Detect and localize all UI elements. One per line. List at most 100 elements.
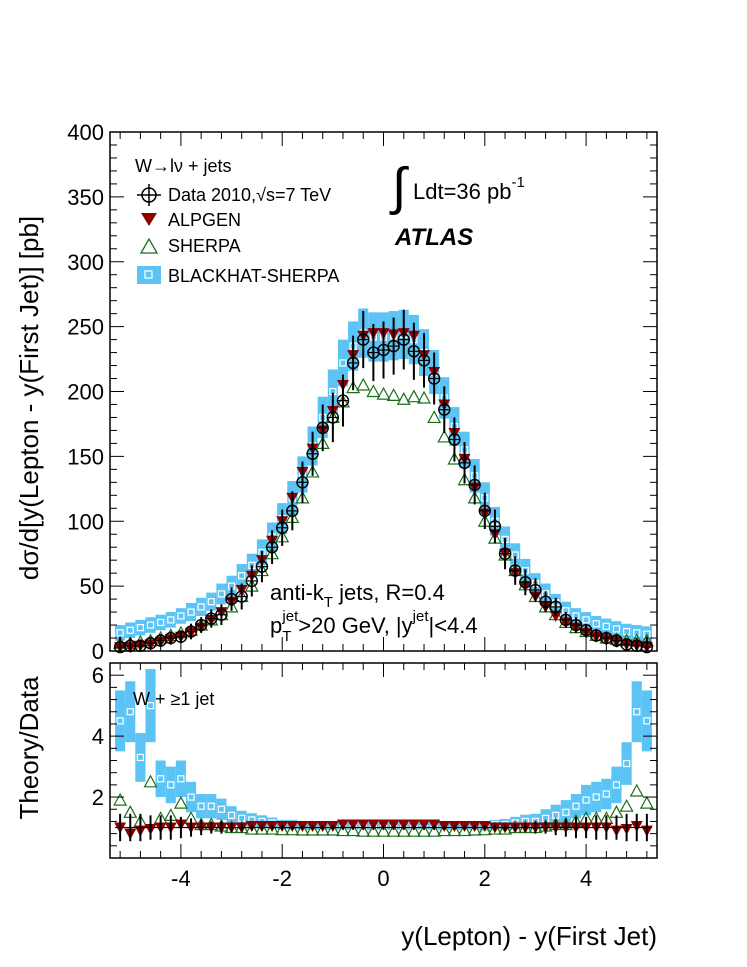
ratio-blackhat-band <box>196 794 207 819</box>
main-blackhat-point <box>136 624 144 632</box>
ratio-sherpa-point <box>335 823 350 837</box>
ratio-sherpa-point <box>113 792 128 806</box>
ratio-blackhat-band <box>621 742 632 785</box>
main-y-tick-label: 200 <box>67 380 104 405</box>
main-data-point <box>164 631 177 645</box>
main-data-point <box>276 521 289 534</box>
main-data-point <box>296 476 309 489</box>
ratio-blackhat-point <box>227 811 236 819</box>
ratio-sherpa-point <box>295 822 310 836</box>
ratio-sherpa-point <box>143 774 158 788</box>
legend-sherpa-entry: SHERPA <box>139 236 241 256</box>
main-blackhat-band <box>135 619 146 636</box>
main-data-point <box>326 411 340 424</box>
ratio-blackhat-point <box>572 802 580 810</box>
main-data-point <box>255 560 269 573</box>
ratio-y-tick-label: 2 <box>92 785 104 810</box>
main-blackhat-point <box>116 629 124 637</box>
main-blackhat-point <box>217 590 226 598</box>
main-data-point <box>184 625 198 638</box>
main-y-tick-label: 150 <box>67 444 104 469</box>
legend-alpgen-marker <box>141 213 157 226</box>
ratio-sherpa-point <box>498 821 513 835</box>
main-data-point <box>579 624 593 637</box>
main-blackhat-band <box>621 623 632 640</box>
ratio-blackhat-band <box>246 813 257 827</box>
lumi-label: ∫ Ldt=36 pb-1 <box>389 158 525 216</box>
ratio-blackhat-point <box>562 808 570 816</box>
main-data-point <box>458 456 471 470</box>
ratio-blackhat-band <box>570 794 582 819</box>
legend-alpgen-label: ALPGEN <box>168 210 241 230</box>
ratio-sherpa-point <box>254 821 269 835</box>
main-blackhat-point <box>157 618 165 627</box>
main-blackhat-band <box>327 369 338 414</box>
main-blackhat-point <box>177 612 185 620</box>
ratio-blackhat-band <box>226 806 237 825</box>
main-blackhat-point <box>187 608 195 616</box>
legend-sherpa-label: SHERPA <box>168 236 241 256</box>
main-blackhat-band <box>115 625 126 641</box>
main-blackhat-point <box>197 603 205 611</box>
main-sherpa-point <box>346 380 361 394</box>
ratio-sherpa-point <box>346 823 361 837</box>
main-blackhat-point <box>126 626 134 634</box>
ratio-sherpa-point <box>315 822 330 836</box>
main-y-tick-label: 400 <box>67 120 104 145</box>
main-blackhat-band <box>226 575 237 597</box>
ratio-blackhat-band <box>145 669 156 743</box>
main-alpgen-point <box>549 610 562 622</box>
main-blackhat-point <box>339 359 347 367</box>
main-blackhat-band <box>175 608 186 624</box>
main-data-point <box>286 504 299 518</box>
main-data-point <box>498 547 512 560</box>
main-blackhat-point <box>207 598 215 606</box>
main-sherpa-point <box>224 599 239 613</box>
ratio-alpgen-point <box>418 819 431 831</box>
ratio-x-tick-label: -2 <box>272 866 292 891</box>
main-data-point <box>306 447 319 460</box>
main-blackhat-band <box>631 625 642 641</box>
main-blackhat-band <box>560 601 571 620</box>
main-data-point <box>407 345 421 358</box>
legend-blackhat-band <box>137 266 161 284</box>
ratio-blackhat-band <box>236 810 247 827</box>
main-blackhat-band <box>216 583 227 605</box>
main-sherpa-point <box>305 464 320 478</box>
main-data-point <box>448 433 461 446</box>
main-data-point <box>549 600 562 614</box>
main-blackhat-point <box>592 620 600 628</box>
main-data-point <box>245 574 259 588</box>
ratio-sherpa-point <box>619 798 634 812</box>
ratio-alpgen-point <box>336 819 349 831</box>
legend-alpgen-entry: ALPGEN <box>141 210 241 230</box>
ratio-y-tick-label: 6 <box>92 663 104 688</box>
atlas-label: ATLAS <box>394 224 473 251</box>
main-y-tick-label: 350 <box>67 185 104 210</box>
main-data-point <box>488 520 502 533</box>
main-data-point <box>346 356 360 370</box>
main-y-tick-label: 250 <box>67 315 104 340</box>
ratio-y-axis-label: Theory/Data <box>14 676 44 820</box>
main-data-point <box>316 421 329 435</box>
main-blackhat-band <box>196 597 207 616</box>
ratio-sherpa-point <box>629 783 644 797</box>
main-blackhat-point <box>167 616 175 624</box>
ratio-sherpa-point <box>173 795 188 809</box>
ratio-blackhat-point <box>136 753 144 762</box>
legend-data-label: Data 2010,√s=7 TeV <box>168 185 331 205</box>
ratio-blackhat-band <box>206 794 217 819</box>
ratio-blackhat-point <box>633 708 641 716</box>
main-blackhat-point <box>146 621 155 629</box>
ratio-blackhat-point <box>623 759 631 768</box>
main-sherpa-point <box>406 389 421 403</box>
main-data-point <box>559 613 573 627</box>
ratio-blackhat-band <box>540 809 551 828</box>
main-data-point <box>438 403 451 416</box>
main-data-point <box>630 639 643 653</box>
ratio-sherpa-point <box>487 821 502 835</box>
legend-process: W→lν + jets <box>135 156 232 176</box>
main-data-point <box>357 333 370 346</box>
ratio-alpgen-point <box>387 819 400 831</box>
ratio-blackhat-point <box>126 708 134 716</box>
